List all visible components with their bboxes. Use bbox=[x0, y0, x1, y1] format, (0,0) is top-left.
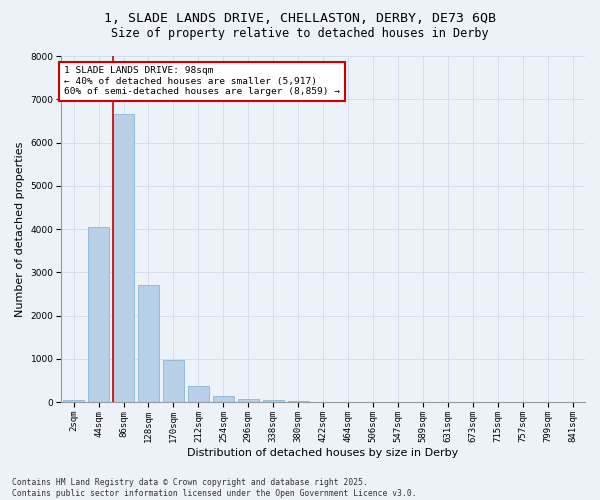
Bar bbox=[138, 286, 159, 402]
Bar bbox=[263, 400, 284, 402]
Bar bbox=[88, 227, 109, 402]
Text: Contains HM Land Registry data © Crown copyright and database right 2025.
Contai: Contains HM Land Registry data © Crown c… bbox=[12, 478, 416, 498]
Bar bbox=[188, 386, 209, 402]
Bar bbox=[63, 400, 84, 402]
Y-axis label: Number of detached properties: Number of detached properties bbox=[15, 142, 25, 316]
Bar bbox=[113, 114, 134, 402]
Text: 1 SLADE LANDS DRIVE: 98sqm
← 40% of detached houses are smaller (5,917)
60% of s: 1 SLADE LANDS DRIVE: 98sqm ← 40% of deta… bbox=[64, 66, 340, 96]
Bar bbox=[163, 360, 184, 402]
Text: Size of property relative to detached houses in Derby: Size of property relative to detached ho… bbox=[111, 28, 489, 40]
Text: 1, SLADE LANDS DRIVE, CHELLASTON, DERBY, DE73 6QB: 1, SLADE LANDS DRIVE, CHELLASTON, DERBY,… bbox=[104, 12, 496, 26]
Bar bbox=[238, 399, 259, 402]
Bar bbox=[287, 401, 309, 402]
Bar bbox=[213, 396, 234, 402]
X-axis label: Distribution of detached houses by size in Derby: Distribution of detached houses by size … bbox=[187, 448, 459, 458]
